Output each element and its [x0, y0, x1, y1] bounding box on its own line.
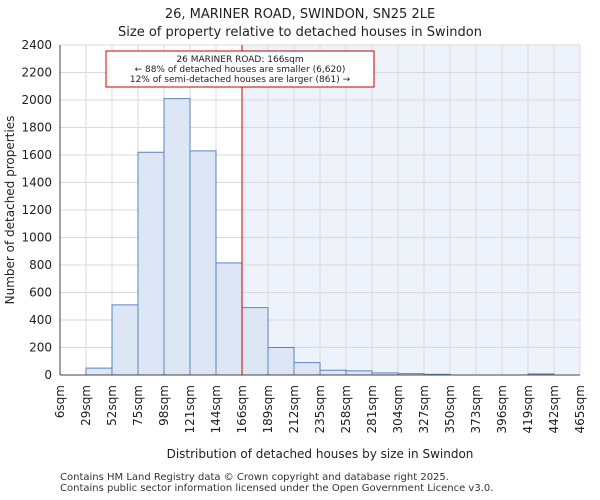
x-tick-121sqm: 121sqm — [183, 385, 197, 433]
x-tick-281sqm: 281sqm — [365, 385, 379, 433]
annotation-line-2: ← 88% of detached houses are smaller (6,… — [135, 65, 346, 75]
x-tick-29sqm: 29sqm — [79, 385, 93, 426]
annotation-box: 26 MARINER ROAD: 166sqm ← 88% of detache… — [105, 50, 375, 88]
y-axis-label: Number of detached properties — [3, 116, 17, 305]
y-tick-0: 0 — [44, 368, 52, 382]
y-tick-400: 400 — [29, 313, 52, 327]
x-tick-98sqm: 98sqm — [157, 385, 171, 426]
y-tick-1800: 1800 — [21, 121, 52, 135]
y-tick-2400: 2400 — [21, 38, 52, 52]
bar-144sqm — [215, 262, 243, 376]
y-tick-200: 200 — [29, 341, 52, 355]
x-axis-label: Distribution of detached houses by size … — [167, 447, 474, 461]
y-tick-1400: 1400 — [21, 176, 52, 190]
x-tick-labels: 6sqm 29sqm 52sqm 75sqm 98sqm 121sqm 144sqm 166s… — [53, 385, 587, 433]
bar-235sqm — [319, 369, 347, 376]
x-tick-189sqm: 189sqm — [261, 385, 275, 433]
y-tick-1200: 1200 — [21, 203, 52, 217]
annotation-rect — [105, 50, 375, 88]
bar-98sqm — [163, 98, 191, 376]
x-tick-6sqm: 6sqm — [53, 385, 67, 418]
bar-212sqm — [293, 362, 321, 376]
x-tick-52sqm: 52sqm — [105, 385, 119, 426]
x-tick-327sqm: 327sqm — [417, 385, 431, 433]
y-tick-600: 600 — [29, 286, 52, 300]
y-tick-1600: 1600 — [21, 148, 52, 162]
bar-258sqm — [345, 370, 373, 376]
annotation-line-1: 26 MARINER ROAD: 166sqm — [176, 55, 303, 65]
x-tick-212sqm: 212sqm — [287, 385, 301, 433]
x-tick-304sqm: 304sqm — [391, 385, 405, 433]
x-tick-235sqm: 235sqm — [313, 385, 327, 433]
x-tick-350sqm: 350sqm — [443, 385, 457, 433]
y-tick-1000: 1000 — [21, 231, 52, 245]
x-tick-419sqm: 419sqm — [521, 385, 535, 433]
footer-line-1: Contains HM Land Registry data © Crown c… — [60, 472, 449, 483]
bar-52sqm — [111, 304, 139, 376]
x-tick-396sqm: 396sqm — [495, 385, 509, 433]
bar-121sqm — [189, 150, 217, 376]
x-tick-258sqm: 258sqm — [339, 385, 353, 433]
x-tick-75sqm: 75sqm — [131, 385, 145, 426]
y-tick-800: 800 — [29, 258, 52, 272]
x-tick-166sqm: 166sqm — [235, 385, 249, 433]
y-tick-2200: 2200 — [21, 66, 52, 80]
y-tick-2000: 2000 — [21, 93, 52, 107]
bar-75sqm — [137, 151, 165, 376]
bar-29sqm — [85, 367, 113, 376]
chart-subtitle: Size of property relative to detached ho… — [118, 25, 482, 40]
annotation-line-3: 12% of semi-detached houses are larger (… — [130, 75, 351, 85]
axes-layer — [59, 45, 580, 376]
footer-line-2: Contains public sector information licen… — [60, 483, 494, 494]
x-tick-465sqm: 465sqm — [573, 385, 587, 433]
bar-166sqm — [241, 307, 269, 376]
bar-189sqm — [267, 347, 295, 376]
x-tick-144sqm: 144sqm — [209, 385, 223, 433]
y-tick-labels: 0 200 400 600 800 1000 1200 1400 1600 1800 2000 220… — [21, 38, 52, 382]
chart-svg: 26, MARINER ROAD, SWINDON, SN25 2LE Size… — [3, 7, 587, 461]
chart-title: 26, MARINER ROAD, SWINDON, SN25 2LE — [165, 7, 435, 22]
x-tick-373sqm: 373sqm — [469, 385, 483, 433]
x-tick-442sqm: 442sqm — [547, 385, 561, 433]
